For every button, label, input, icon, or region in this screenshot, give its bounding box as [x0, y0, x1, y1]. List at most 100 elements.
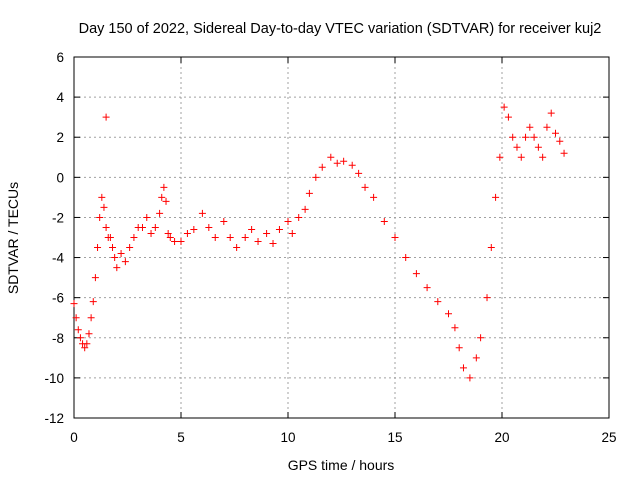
y-tick-label: -10 [44, 371, 64, 386]
data-point [434, 298, 442, 306]
data-point [547, 109, 555, 117]
y-tick-label: 2 [56, 130, 64, 145]
data-point [483, 294, 491, 302]
data-point [355, 169, 363, 177]
data-point [556, 137, 564, 145]
data-point [391, 234, 399, 241]
data-point [205, 223, 213, 231]
y-tick-label: -8 [52, 331, 64, 346]
data-point [100, 203, 108, 211]
data-point [301, 205, 309, 213]
data-point [459, 364, 467, 372]
data-point [500, 103, 508, 111]
data-point [348, 161, 356, 169]
data-point [72, 314, 80, 322]
data-point [327, 153, 335, 161]
data-point [455, 344, 463, 352]
data-point [89, 298, 97, 306]
y-tick-label: -2 [52, 210, 64, 225]
y-tick-label: -4 [52, 251, 64, 266]
data-point [166, 234, 174, 241]
data-point [340, 157, 348, 165]
data-point [87, 314, 95, 322]
y-tick-label: 4 [56, 90, 64, 105]
data-point [83, 340, 91, 348]
data-point [496, 153, 504, 161]
data-point [275, 225, 283, 233]
data-points [70, 103, 568, 382]
data-point [526, 123, 534, 131]
data-point [380, 217, 388, 225]
data-point [162, 197, 170, 205]
outlier-point [102, 113, 110, 121]
data-point [70, 300, 78, 308]
data-point [171, 238, 179, 246]
data-point [477, 334, 485, 342]
data-point [402, 254, 410, 262]
data-point [248, 225, 256, 233]
x-axis-label: GPS time / hours [288, 457, 395, 473]
data-point [81, 344, 89, 352]
y-tick-label: -12 [44, 411, 64, 426]
data-point [102, 223, 110, 231]
data-point [91, 274, 99, 282]
data-point [113, 264, 121, 272]
data-point [160, 183, 168, 191]
data-point [288, 229, 296, 237]
y-axis-label: SDTVAR / TECUs [5, 182, 21, 294]
data-point [138, 223, 146, 231]
data-point [233, 244, 241, 252]
x-tick-label: 0 [70, 430, 78, 445]
data-point [466, 374, 474, 382]
y-tick-label: 0 [56, 170, 64, 185]
data-point [126, 244, 134, 252]
data-point [318, 163, 326, 171]
data-point [295, 213, 303, 221]
data-point [487, 244, 495, 252]
data-point [560, 149, 568, 157]
data-point [130, 234, 138, 241]
data-point [254, 238, 262, 246]
x-tick-label: 10 [280, 430, 295, 445]
data-point [164, 229, 172, 237]
data-point [504, 113, 512, 121]
data-point [312, 173, 320, 181]
data-point [106, 234, 114, 241]
data-point [211, 234, 219, 241]
data-point [198, 209, 206, 217]
data-point [183, 229, 191, 237]
data-point [143, 213, 151, 221]
data-point [98, 193, 106, 201]
data-point [284, 217, 292, 225]
data-point [156, 209, 164, 217]
data-point [111, 254, 119, 262]
data-point [370, 193, 378, 201]
data-point [539, 153, 547, 161]
data-point [76, 334, 84, 342]
data-point [445, 310, 452, 318]
axis-ticks: 0 5 10 15 20 25 -12 -10 -8 -6 -4 -2 0 2 4 6 [44, 50, 616, 445]
data-point [522, 133, 530, 141]
data-point [305, 189, 313, 197]
data-point [423, 284, 431, 292]
data-point [94, 244, 102, 252]
x-tick-label: 5 [177, 430, 185, 445]
data-point [177, 238, 185, 246]
data-point [147, 229, 155, 237]
chart-title: Day 150 of 2022, Sidereal Day-to-day VTE… [79, 21, 602, 37]
data-point [117, 250, 125, 258]
x-tick-label: 15 [387, 430, 402, 445]
data-point [530, 133, 538, 141]
data-point [190, 225, 198, 233]
y-tick-label: 6 [56, 50, 64, 65]
data-point [534, 143, 542, 151]
data-point [517, 153, 525, 161]
data-point [543, 123, 551, 131]
data-point [552, 129, 559, 137]
data-point [412, 270, 420, 278]
data-point [85, 330, 93, 338]
data-point [333, 159, 341, 167]
data-point [151, 223, 159, 231]
data-point [269, 240, 277, 248]
